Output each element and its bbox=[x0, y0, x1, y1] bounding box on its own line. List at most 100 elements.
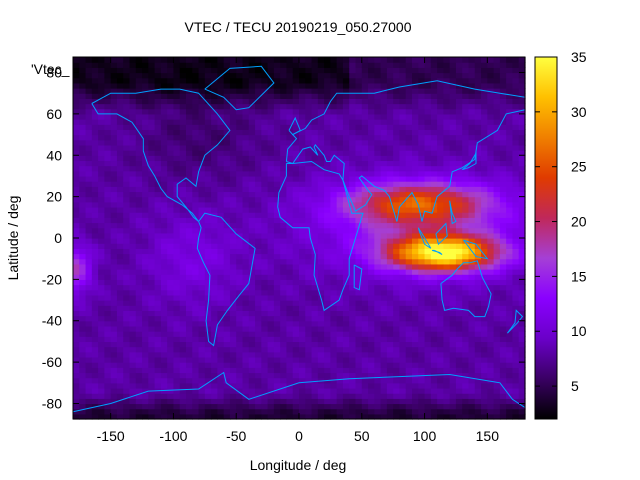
heatmap-cell bbox=[311, 77, 319, 84]
heatmap-cell bbox=[267, 206, 275, 213]
heatmap-cell bbox=[129, 82, 137, 89]
heatmap-cell bbox=[506, 325, 514, 332]
heatmap-cell bbox=[512, 274, 520, 280]
heatmap-cell bbox=[487, 258, 495, 265]
heatmap-cell bbox=[273, 150, 281, 156]
heatmap-cell bbox=[430, 134, 438, 141]
heatmap-cell bbox=[148, 274, 156, 280]
heatmap-cell bbox=[73, 72, 80, 79]
heatmap-cell bbox=[412, 305, 419, 311]
heatmap-cell bbox=[349, 175, 357, 182]
heatmap-cell bbox=[305, 289, 313, 296]
heatmap-cell bbox=[468, 119, 476, 125]
heatmap-cell bbox=[468, 362, 476, 368]
heatmap-cell bbox=[430, 310, 438, 317]
heatmap-cell bbox=[211, 315, 218, 322]
heatmap-cell bbox=[255, 67, 262, 74]
heatmap-cell bbox=[91, 325, 99, 332]
heatmap-cell bbox=[399, 367, 407, 374]
heatmap-cell bbox=[474, 150, 482, 156]
heatmap-cell bbox=[330, 175, 338, 182]
heatmap-cell bbox=[85, 413, 93, 420]
heatmap-cell bbox=[493, 284, 501, 291]
heatmap-cell bbox=[186, 150, 193, 156]
heatmap-cell bbox=[91, 253, 99, 260]
heatmap-cell bbox=[368, 77, 375, 84]
heatmap-cell bbox=[286, 113, 294, 120]
heatmap-cell bbox=[129, 129, 137, 136]
heatmap-cell bbox=[324, 134, 331, 141]
heatmap-cell bbox=[462, 387, 470, 394]
heatmap-cell bbox=[104, 103, 112, 110]
heatmap-cell bbox=[437, 289, 444, 296]
heatmap-cell bbox=[462, 269, 470, 275]
heatmap-cell bbox=[455, 269, 463, 275]
heatmap-cell bbox=[236, 325, 244, 332]
heatmap-cell bbox=[104, 253, 112, 260]
heatmap-cell bbox=[223, 144, 231, 151]
heatmap-cell bbox=[386, 279, 394, 286]
heatmap-cell bbox=[261, 98, 269, 105]
heatmap-cell bbox=[286, 82, 294, 89]
heatmap-cell bbox=[412, 134, 419, 141]
heatmap-cell bbox=[443, 165, 451, 172]
heatmap-cell bbox=[393, 196, 401, 203]
heatmap-cell bbox=[506, 72, 514, 79]
heatmap-cell bbox=[380, 124, 388, 130]
heatmap-cell bbox=[286, 279, 294, 286]
heatmap-cell bbox=[430, 253, 438, 260]
heatmap-cell bbox=[104, 196, 112, 203]
heatmap-cell bbox=[186, 119, 193, 125]
heatmap-cell bbox=[223, 129, 231, 136]
heatmap-cell bbox=[129, 398, 137, 405]
heatmap-cell bbox=[91, 57, 99, 63]
heatmap-cell bbox=[104, 310, 112, 317]
heatmap-cell bbox=[91, 217, 99, 224]
heatmap-cell bbox=[430, 274, 438, 280]
heatmap-cell bbox=[286, 98, 294, 105]
heatmap-cell bbox=[349, 362, 357, 368]
heatmap-cell bbox=[481, 196, 488, 203]
heatmap-cell bbox=[116, 341, 124, 348]
heatmap-cell bbox=[317, 289, 325, 296]
heatmap-cell bbox=[386, 341, 394, 348]
heatmap-cell bbox=[305, 93, 313, 99]
heatmap-cell bbox=[223, 387, 231, 394]
heatmap-cell bbox=[192, 387, 200, 394]
heatmap-cell bbox=[223, 300, 231, 306]
heatmap-cell bbox=[98, 372, 105, 379]
heatmap-cell bbox=[386, 243, 394, 249]
heatmap-cell bbox=[167, 238, 175, 244]
heatmap-cell bbox=[211, 305, 218, 311]
heatmap-cell bbox=[368, 72, 375, 79]
heatmap-cell bbox=[512, 129, 520, 136]
heatmap-cell bbox=[129, 77, 137, 84]
heatmap-cell bbox=[104, 72, 112, 79]
heatmap-cell bbox=[123, 57, 131, 63]
heatmap-cell bbox=[280, 191, 288, 198]
heatmap-cell bbox=[512, 413, 520, 420]
heatmap-cell bbox=[393, 119, 401, 125]
heatmap-cell bbox=[229, 294, 237, 301]
heatmap-cell bbox=[242, 222, 250, 229]
heatmap-cell bbox=[248, 82, 256, 89]
heatmap-cell bbox=[255, 315, 262, 322]
heatmap-cell bbox=[223, 367, 231, 374]
heatmap-cell bbox=[330, 238, 338, 244]
heatmap-cell bbox=[455, 248, 463, 255]
heatmap-cell bbox=[299, 274, 306, 280]
heatmap-cell bbox=[386, 274, 394, 280]
heatmap-cell bbox=[242, 367, 250, 374]
heatmap-cell bbox=[160, 165, 168, 172]
heatmap-cell bbox=[355, 201, 363, 208]
heatmap-cell bbox=[468, 305, 476, 311]
heatmap-cell bbox=[223, 113, 231, 120]
heatmap-cell bbox=[292, 315, 300, 322]
heatmap-cell bbox=[361, 258, 369, 265]
heatmap-cell bbox=[506, 238, 514, 244]
heatmap-cell bbox=[267, 336, 275, 343]
heatmap-cell bbox=[286, 331, 294, 337]
heatmap-cell bbox=[299, 356, 306, 363]
heatmap-cell bbox=[499, 217, 507, 224]
heatmap-cell bbox=[499, 232, 507, 239]
